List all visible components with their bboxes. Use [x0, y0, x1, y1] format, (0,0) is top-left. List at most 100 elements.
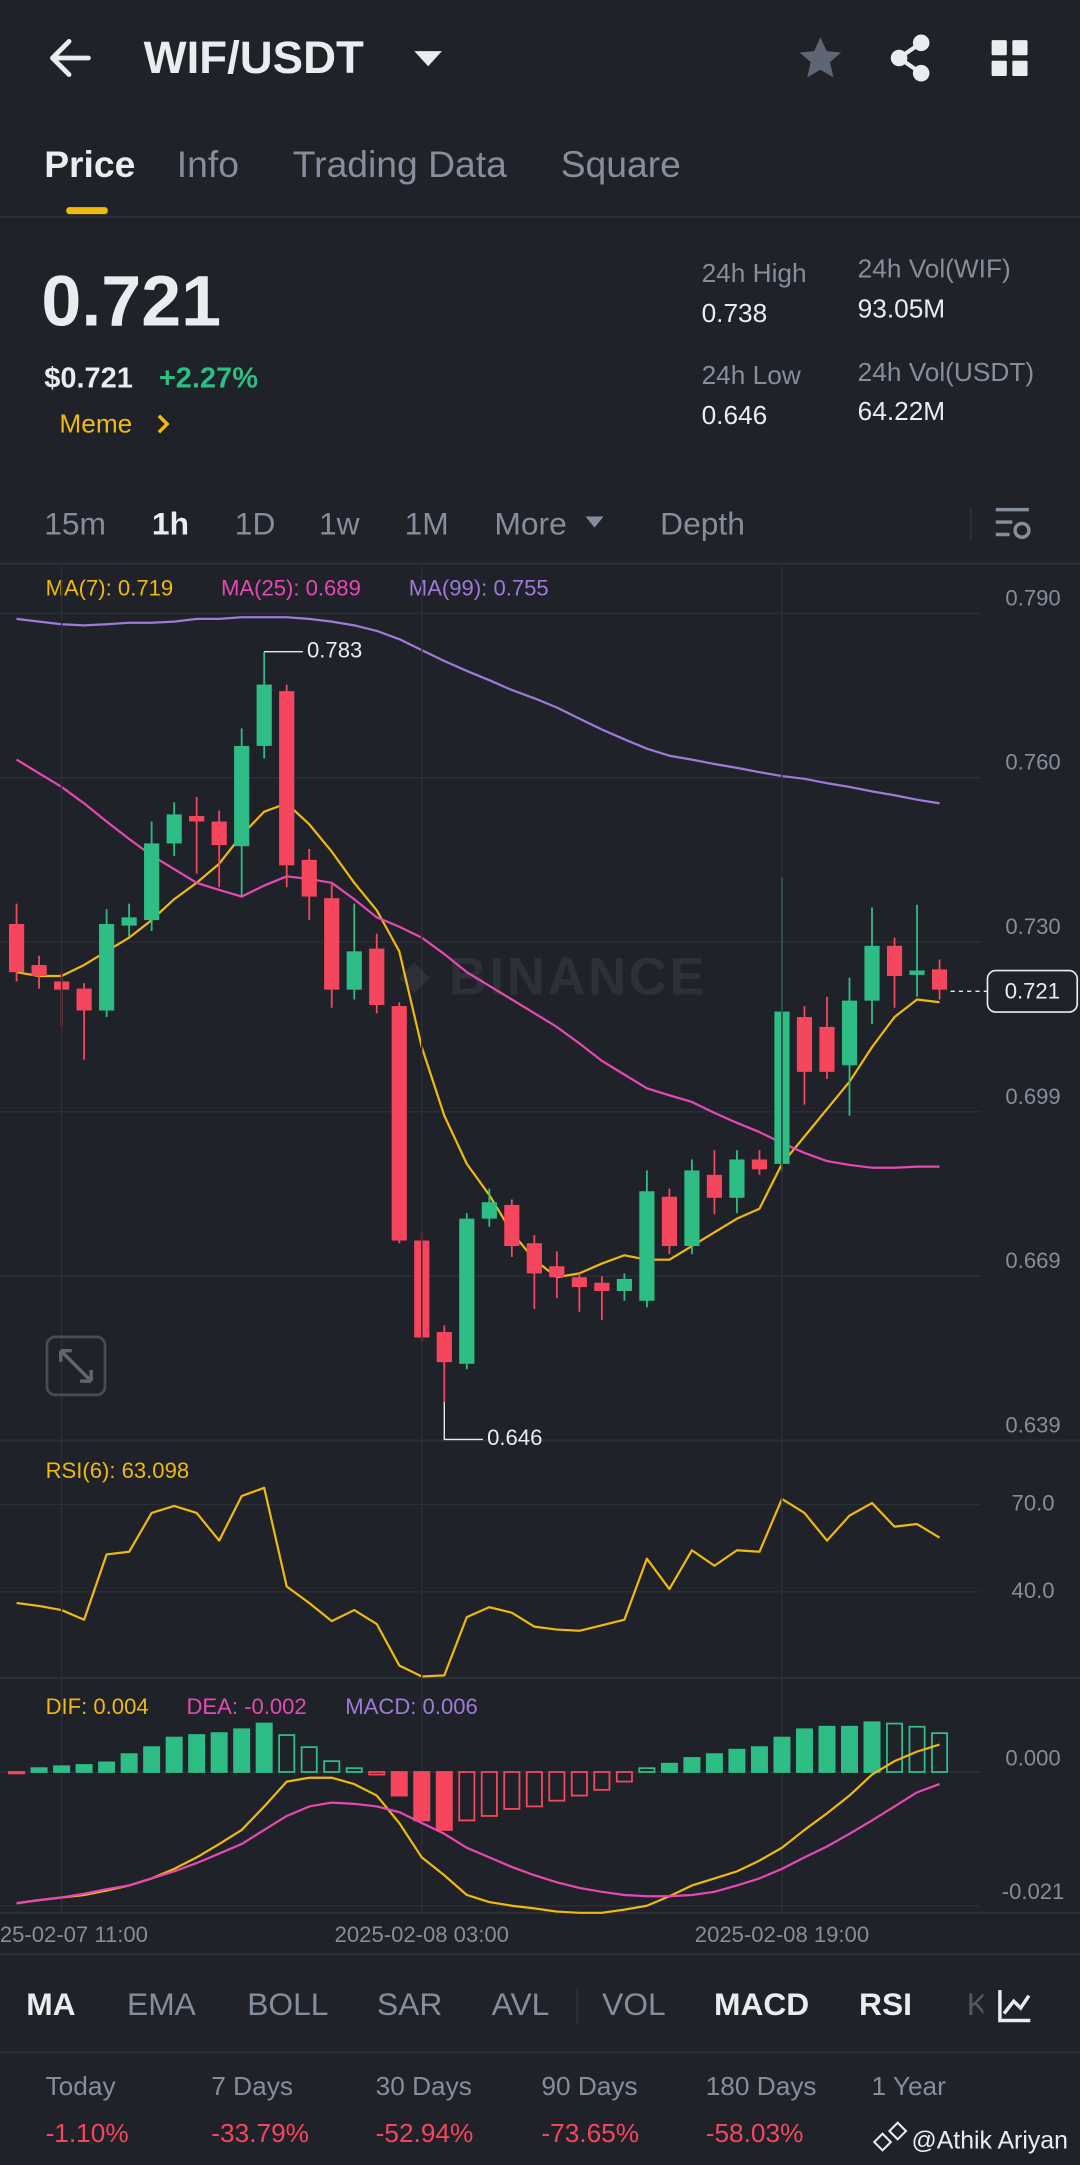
tab-indicator [66, 207, 108, 215]
stat-label: 24h Low [702, 360, 802, 390]
candle-body [301, 859, 317, 897]
last-price-box [986, 969, 1079, 1013]
pair-dropdown[interactable] [414, 51, 442, 67]
annotation-label: 0.646 [487, 1425, 542, 1450]
period-label: 7 Days [211, 2071, 293, 2101]
interval[interactable]: 1M [405, 506, 449, 542]
back-button[interactable] [50, 39, 91, 78]
expand-button[interactable] [45, 1335, 107, 1397]
candle-body [706, 1174, 723, 1198]
indicator-line [16, 1743, 940, 1914]
tab[interactable]: Trading Data [293, 143, 507, 185]
histogram-bar [480, 1771, 498, 1817]
interval[interactable]: 15m [44, 506, 106, 542]
last-price: 0.721 [41, 262, 221, 342]
category-tag[interactable]: Meme [59, 408, 132, 438]
candle-body [616, 1278, 632, 1291]
indicator-tab[interactable]: AVL [492, 1986, 550, 2022]
candle-body [8, 923, 25, 973]
histogram-bar [368, 1771, 386, 1776]
candle-body [436, 1332, 452, 1363]
period-label: Today [46, 2071, 117, 2101]
ma-line [16, 616, 940, 805]
histogram-bar [413, 1771, 431, 1822]
histogram-bar [841, 1725, 858, 1773]
candle-body [189, 816, 205, 822]
y-tick-label: 0.790 [1005, 585, 1060, 610]
histogram-bar [525, 1771, 543, 1808]
histogram-bar [728, 1748, 746, 1773]
watermark-icon [872, 2121, 908, 2152]
more-dropdown[interactable] [585, 516, 604, 528]
candle-body [324, 898, 340, 990]
histogram-bar [300, 1746, 318, 1773]
legend-entry: MA(99): 0.755 [409, 576, 549, 601]
interval[interactable]: Depth [660, 506, 745, 542]
histogram-bar [570, 1771, 588, 1797]
candle-body [481, 1202, 497, 1219]
histogram-bar [30, 1767, 48, 1773]
candle-body [661, 1196, 678, 1247]
histogram-bar [345, 1767, 363, 1773]
histogram-bar [323, 1760, 341, 1773]
candle-body [931, 969, 948, 990]
candle-body [459, 1218, 475, 1364]
x-tick-label: 2025-02-07 11:00 [0, 1922, 148, 1947]
tab[interactable]: Info [177, 143, 239, 185]
indicator-tab[interactable]: BOLL [247, 1986, 328, 2022]
period-change: -1.10% [46, 2118, 129, 2148]
histogram-bar [750, 1746, 768, 1773]
interval[interactable]: 1D [235, 506, 276, 542]
y-tick-label: 70.0 [1012, 1490, 1055, 1515]
legend-entry: MA(7): 0.719 [46, 576, 174, 601]
period-label: 180 Days [706, 2071, 817, 2101]
candle-body [819, 1026, 835, 1072]
interval[interactable]: 1h [152, 506, 189, 542]
indicator-tab[interactable]: RSI [859, 1986, 912, 2022]
pair-title[interactable]: WIF/USDT [144, 32, 364, 83]
candle-body [504, 1204, 520, 1247]
interval[interactable]: 1w [319, 506, 360, 542]
histogram-bar [705, 1753, 723, 1773]
indicator-tab[interactable]: MACD [714, 1986, 809, 2022]
candle-body [751, 1159, 768, 1170]
candle-body [211, 821, 227, 846]
indicator-tab[interactable]: SAR [377, 1986, 442, 2022]
indicator-tab[interactable]: VOL [602, 1986, 666, 2022]
tab[interactable]: Square [561, 143, 681, 185]
stat-label: 24h High [702, 258, 807, 288]
tab[interactable]: Price [44, 143, 135, 185]
candle-body [841, 1000, 858, 1066]
histogram-bar [8, 1771, 26, 1775]
candle-body [346, 951, 362, 990]
x-tick-label: 2025-02-08 03:00 [335, 1922, 509, 1947]
chart-settings-icon[interactable] [995, 507, 1031, 539]
indicator-tab[interactable]: EMA [127, 1986, 197, 2022]
favorite-icon[interactable] [799, 37, 842, 78]
indicator-tab[interactable]: MA [26, 1986, 75, 2022]
y-tick-label: 0.730 [1005, 914, 1060, 939]
chart: 0.790 0.760 0.730 0.699 0.669 0.639 BINANCE MA(… [0, 566, 1080, 1947]
indicator-settings-icon[interactable] [998, 1990, 1031, 2023]
candle-body [549, 1266, 565, 1278]
grid-icon[interactable] [991, 40, 1028, 76]
candle-body [31, 965, 47, 976]
stat-value: 0.646 [702, 400, 768, 430]
indicator-tab[interactable]: K [967, 1986, 988, 2022]
period-label: 30 Days [376, 2071, 472, 2101]
histogram-bar [818, 1725, 836, 1773]
histogram-bar [390, 1771, 408, 1797]
candle-body [796, 1017, 813, 1072]
interval[interactable]: More [494, 506, 566, 542]
legend-entry: MA(25): 0.689 [221, 576, 361, 601]
histogram-bar [210, 1732, 228, 1773]
period-change: -52.94% [376, 2118, 474, 2148]
candle-body [886, 945, 903, 976]
histogram-bar [255, 1722, 273, 1773]
histogram-bar [660, 1762, 678, 1773]
histogram-bar [165, 1736, 183, 1773]
tag-chevron [157, 414, 170, 434]
share-icon[interactable] [890, 34, 930, 82]
